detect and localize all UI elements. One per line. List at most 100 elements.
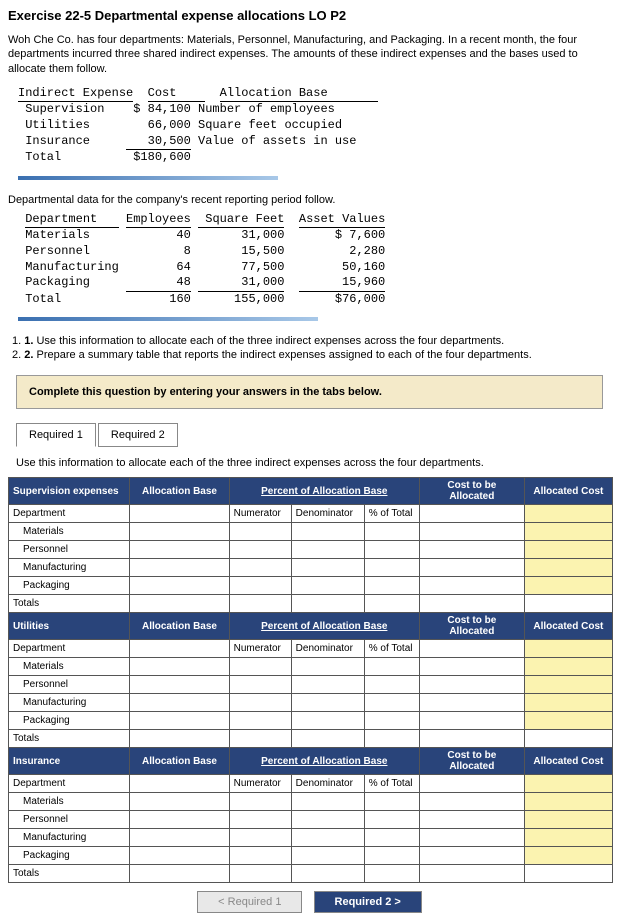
input-cell[interactable]: [130, 523, 229, 541]
col-allocated-cost: Allocated Cost: [524, 613, 612, 640]
input-cell[interactable]: [364, 559, 419, 577]
input-cell[interactable]: [419, 658, 524, 676]
input-cell[interactable]: [291, 523, 364, 541]
col-percent-base: Percent of Allocation Base: [229, 478, 419, 505]
input-cell[interactable]: [229, 577, 291, 595]
input-cell[interactable]: [130, 595, 229, 613]
input-cell[interactable]: [291, 658, 364, 676]
input-cell[interactable]: [130, 658, 229, 676]
input-cell[interactable]: [229, 523, 291, 541]
indirect-expense-table: Indirect Expense Cost Allocation Base Su…: [18, 86, 611, 166]
dept-row-label: Manufacturing: [9, 829, 130, 847]
input-cell[interactable]: [419, 775, 524, 793]
input-cell[interactable]: [229, 865, 291, 883]
input-cell[interactable]: [364, 829, 419, 847]
input-cell[interactable]: [364, 793, 419, 811]
input-cell[interactable]: [130, 640, 229, 658]
input-cell[interactable]: [364, 577, 419, 595]
input-cell[interactable]: [364, 676, 419, 694]
input-cell[interactable]: [229, 595, 291, 613]
input-cell[interactable]: [229, 793, 291, 811]
input-cell[interactable]: [130, 505, 229, 523]
input-cell[interactable]: [229, 712, 291, 730]
input-cell[interactable]: [130, 541, 229, 559]
input-cell[interactable]: [419, 523, 524, 541]
input-cell[interactable]: [229, 694, 291, 712]
input-cell[interactable]: [291, 829, 364, 847]
input-cell[interactable]: [291, 595, 364, 613]
input-cell[interactable]: [130, 559, 229, 577]
input-cell[interactable]: [419, 505, 524, 523]
next-required-button[interactable]: Required 2 >: [314, 891, 422, 913]
input-cell[interactable]: [419, 811, 524, 829]
input-cell[interactable]: [229, 541, 291, 559]
input-cell[interactable]: [364, 811, 419, 829]
input-cell[interactable]: [419, 865, 524, 883]
input-cell[interactable]: [229, 811, 291, 829]
totals-row-label: Totals: [9, 865, 130, 883]
tab-required-1[interactable]: Required 1: [16, 423, 96, 447]
output-cell: [524, 847, 612, 865]
input-cell[interactable]: [291, 712, 364, 730]
input-cell[interactable]: [419, 730, 524, 748]
prev-required-button[interactable]: < Required 1: [197, 891, 302, 913]
dept-header-label: Department: [9, 505, 130, 523]
input-cell[interactable]: [364, 847, 419, 865]
tab-bar: Required 1 Required 2: [16, 423, 611, 447]
input-cell[interactable]: [130, 775, 229, 793]
dept-row-label: Materials: [9, 523, 130, 541]
input-cell[interactable]: [291, 541, 364, 559]
input-cell[interactable]: [419, 640, 524, 658]
dept-data-table: Department Employees Square Feet Asset V…: [18, 212, 611, 308]
input-cell[interactable]: [364, 712, 419, 730]
input-cell[interactable]: [291, 730, 364, 748]
input-cell[interactable]: [364, 865, 419, 883]
input-cell[interactable]: [419, 793, 524, 811]
input-cell[interactable]: [419, 694, 524, 712]
input-cell[interactable]: [130, 712, 229, 730]
input-cell[interactable]: [364, 730, 419, 748]
input-cell[interactable]: [419, 577, 524, 595]
input-cell[interactable]: [291, 559, 364, 577]
input-cell[interactable]: [364, 694, 419, 712]
input-cell[interactable]: [229, 730, 291, 748]
input-cell[interactable]: [291, 694, 364, 712]
input-cell[interactable]: [419, 595, 524, 613]
input-cell[interactable]: [291, 865, 364, 883]
input-cell[interactable]: [229, 658, 291, 676]
input-cell[interactable]: [229, 676, 291, 694]
input-cell[interactable]: [291, 811, 364, 829]
input-cell[interactable]: [364, 523, 419, 541]
sub-denominator: Denominator: [291, 505, 364, 523]
input-cell[interactable]: [291, 847, 364, 865]
sub-numerator: Numerator: [229, 640, 291, 658]
input-cell[interactable]: [364, 595, 419, 613]
input-cell[interactable]: [130, 865, 229, 883]
input-cell[interactable]: [130, 730, 229, 748]
input-cell[interactable]: [291, 793, 364, 811]
input-cell[interactable]: [419, 676, 524, 694]
input-cell[interactable]: [419, 541, 524, 559]
input-cell[interactable]: [130, 577, 229, 595]
input-cell[interactable]: [130, 793, 229, 811]
input-cell[interactable]: [229, 829, 291, 847]
input-cell[interactable]: [364, 541, 419, 559]
input-cell[interactable]: [419, 829, 524, 847]
input-cell[interactable]: [130, 829, 229, 847]
input-cell[interactable]: [130, 847, 229, 865]
input-cell[interactable]: [419, 712, 524, 730]
input-cell[interactable]: [229, 847, 291, 865]
input-cell[interactable]: [130, 676, 229, 694]
input-cell[interactable]: [419, 847, 524, 865]
input-cell[interactable]: [130, 811, 229, 829]
output-cell: [524, 559, 612, 577]
input-cell[interactable]: [229, 559, 291, 577]
input-cell[interactable]: [291, 577, 364, 595]
input-cell[interactable]: [291, 676, 364, 694]
dept-row-label: Personnel: [9, 676, 130, 694]
tab-required-2[interactable]: Required 2: [98, 423, 178, 447]
input-cell[interactable]: [364, 658, 419, 676]
input-cell[interactable]: [130, 694, 229, 712]
output-cell: [524, 595, 612, 613]
input-cell[interactable]: [419, 559, 524, 577]
